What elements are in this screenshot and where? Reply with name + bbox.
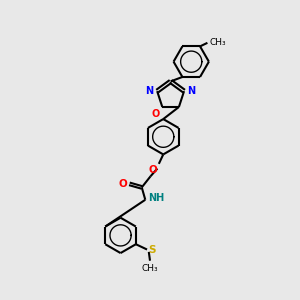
Text: S: S: [148, 244, 155, 254]
Text: O: O: [118, 179, 127, 189]
Text: N: N: [187, 85, 195, 96]
Text: O: O: [152, 109, 160, 119]
Text: CH₃: CH₃: [142, 264, 158, 273]
Text: O: O: [148, 165, 158, 175]
Text: NH: NH: [148, 193, 164, 203]
Text: N: N: [146, 85, 154, 96]
Text: CH₃: CH₃: [209, 38, 226, 47]
